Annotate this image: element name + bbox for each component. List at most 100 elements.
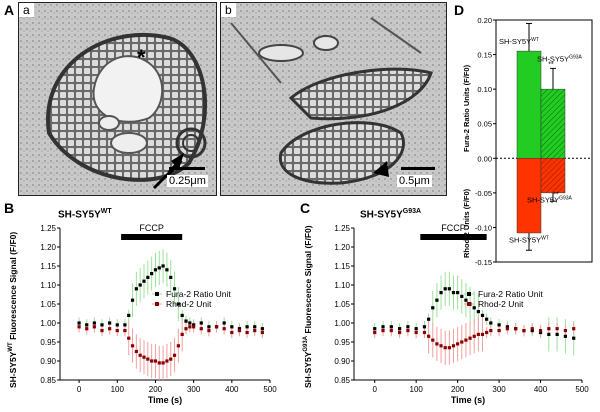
data-point-fura2 xyxy=(555,332,559,336)
panel-letter-c: C xyxy=(300,200,311,216)
data-point-fura2 xyxy=(530,329,534,333)
data-point-fura2 xyxy=(389,325,393,329)
data-point-rhod2 xyxy=(480,332,485,336)
data-point-fura2 xyxy=(406,325,410,329)
chart-b-ylabel: SH-SY5YWT Fluorescence Signal (F/F0) xyxy=(8,231,18,388)
y-tick-label: 0.85 xyxy=(40,376,56,385)
em-image-a: * a 0.25μm xyxy=(18,2,217,196)
data-point-rhod2 xyxy=(77,325,81,329)
data-point-fura2 xyxy=(547,332,551,336)
data-point-fura2 xyxy=(489,321,493,325)
data-point-fura2 xyxy=(172,287,177,291)
x-tick-label: 200 xyxy=(451,385,465,394)
data-point-rhod2 xyxy=(92,325,96,329)
fccp-bar xyxy=(420,234,487,240)
data-point-rhod2 xyxy=(172,353,177,357)
y-tick-label: 1.15 xyxy=(334,262,350,271)
data-point-rhod2 xyxy=(435,342,439,346)
y-tick-label: -0.10 xyxy=(475,223,492,232)
data-point-fura2 xyxy=(165,268,169,272)
y-tick-label: 0.90 xyxy=(40,357,56,366)
em-micrograph-a xyxy=(19,3,216,195)
x-tick-label: 300 xyxy=(187,385,201,394)
data-point-rhod2 xyxy=(146,357,150,361)
data-point-rhod2 xyxy=(115,329,119,333)
data-point-rhod2 xyxy=(153,359,158,363)
x-tick-label: 100 xyxy=(111,385,125,394)
y-tick-label: 1.20 xyxy=(40,243,56,252)
data-point-fura2 xyxy=(222,321,226,325)
data-point-rhod2 xyxy=(127,336,131,340)
y-tick-label: 1.25 xyxy=(40,224,56,233)
chart-c-ylabel: SH-SY5YG93A Fluorescence Signal (F/F0) xyxy=(303,225,313,388)
data-point-rhod2 xyxy=(138,353,142,357)
data-point-rhod2 xyxy=(476,332,480,336)
data-point-rhod2 xyxy=(427,334,431,338)
data-point-rhod2 xyxy=(199,327,203,331)
panel-letter-b: B xyxy=(4,200,15,216)
significance-top: ** xyxy=(548,61,554,68)
chart-b: 0.85 0.90 0.95 1.00 1.05 1.10 1.15 1.20 1.25 0 100… xyxy=(40,223,277,405)
y-tick-label: 1.25 xyxy=(334,224,350,233)
data-point-rhod2 xyxy=(389,329,393,333)
bar-fura2 xyxy=(540,88,566,159)
data-point-fura2 xyxy=(153,268,158,272)
data-point-rhod2 xyxy=(373,330,377,335)
x-axis-label: Time (s) xyxy=(451,395,485,405)
data-point-rhod2 xyxy=(165,359,169,363)
legend-label: Rhod-2 Unit xyxy=(478,299,524,309)
legend-swatch xyxy=(467,302,471,306)
data-point-fura2 xyxy=(485,317,489,321)
y-tick-label: -0.15 xyxy=(475,258,492,267)
y-tick-label: 0.90 xyxy=(334,357,350,366)
data-point-fura2 xyxy=(538,330,543,335)
data-point-rhod2 xyxy=(237,329,242,333)
legend-label: Rhod-2 Unit xyxy=(166,299,212,309)
data-point-rhod2 xyxy=(260,330,264,335)
y-tick-label: 0.85 xyxy=(334,376,350,385)
data-point-rhod2 xyxy=(134,349,138,354)
x-tick-label: 0 xyxy=(373,385,378,394)
y-tick-label: 1.05 xyxy=(40,300,56,309)
data-point-fura2 xyxy=(435,298,439,302)
data-point-fura2 xyxy=(414,327,418,331)
data-point-rhod2 xyxy=(245,330,249,335)
data-point-rhod2 xyxy=(439,344,443,348)
data-point-rhod2 xyxy=(184,327,188,331)
category-label-g93a-top: SH-SY5YG93A xyxy=(537,54,583,63)
data-point-fura2 xyxy=(207,325,211,329)
legend-label: Fura-2 Ratio Unit xyxy=(166,289,231,299)
fccp-label: FCCP xyxy=(441,223,466,233)
data-point-rhod2 xyxy=(214,325,219,329)
data-point-rhod2 xyxy=(169,357,173,361)
data-point-rhod2 xyxy=(192,325,196,329)
data-point-fura2 xyxy=(373,327,377,331)
data-point-fura2 xyxy=(199,321,203,325)
chart-b-title: SH-SY5YWT xyxy=(58,208,112,221)
data-point-fura2 xyxy=(447,287,451,291)
subpanel-letter-b: b xyxy=(221,3,236,17)
data-point-rhod2 xyxy=(431,338,435,342)
data-point-fura2 xyxy=(460,294,464,298)
x-tick-label: 400 xyxy=(225,385,239,394)
x-tick-label: 100 xyxy=(410,385,424,394)
bar-fura2 xyxy=(516,50,542,159)
legend-swatch xyxy=(155,302,159,306)
y-tick-label: 1.05 xyxy=(334,300,350,309)
category-label-g93a-bottom: SH-SY5YG93A xyxy=(527,196,573,205)
y-tick-label: 0.05 xyxy=(477,120,492,129)
data-point-fura2 xyxy=(563,334,568,338)
data-point-fura2 xyxy=(180,313,184,317)
data-point-fura2 xyxy=(100,323,104,327)
data-point-fura2 xyxy=(169,275,173,279)
data-point-rhod2 xyxy=(85,327,89,331)
data-point-fura2 xyxy=(108,321,112,325)
data-point-rhod2 xyxy=(207,329,211,333)
data-point-fura2 xyxy=(130,298,135,302)
data-point-rhod2 xyxy=(123,329,127,333)
data-point-fura2 xyxy=(237,327,242,331)
data-point-fura2 xyxy=(161,264,165,268)
legend-label: Fura-2 Ratio Unit xyxy=(478,289,543,299)
data-point-fura2 xyxy=(115,323,119,327)
data-point-fura2 xyxy=(188,321,192,325)
